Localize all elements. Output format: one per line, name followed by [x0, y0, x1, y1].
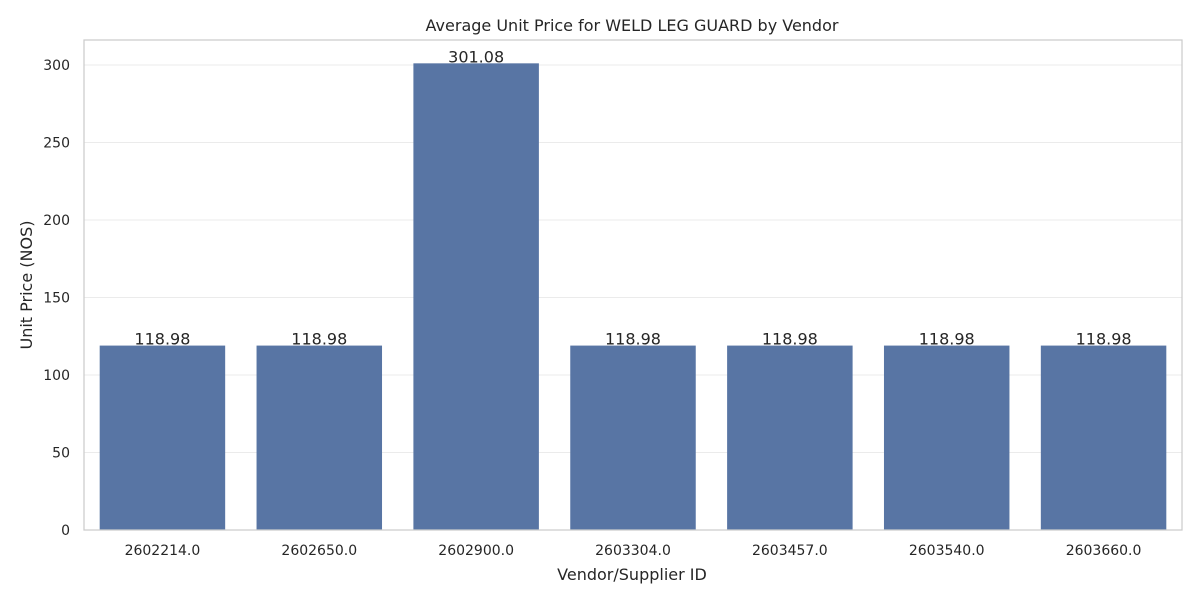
- data-label: 118.98: [134, 330, 190, 349]
- y-tick-label: 100: [43, 368, 70, 384]
- data-label: 118.98: [291, 330, 347, 349]
- chart-title: Average Unit Price for WELD LEG GUARD by…: [426, 16, 839, 35]
- bar: [570, 345, 696, 530]
- data-label: 118.98: [919, 330, 975, 349]
- y-tick-label: 200: [43, 213, 70, 229]
- data-label: 118.98: [1076, 330, 1132, 349]
- y-tick-label: 250: [43, 136, 70, 152]
- x-tick-label: 2603540.0: [909, 543, 985, 559]
- data-labels: 118.98 118.98 301.08 118.98 118.98 118.98 118.…: [134, 47, 1131, 348]
- x-tick-label: 2602650.0: [281, 543, 357, 559]
- y-tick-label: 50: [52, 446, 70, 462]
- x-tick-label: 2603457.0: [752, 543, 828, 559]
- data-label: 301.08: [448, 47, 504, 66]
- data-label: 118.98: [605, 330, 661, 349]
- bar: [883, 345, 1010, 530]
- x-tick-label: 2602900.0: [438, 543, 514, 559]
- x-tick-label: 2603660.0: [1066, 543, 1142, 559]
- y-tick-label: 150: [43, 291, 70, 307]
- y-tick-labels: 0 50 100 150 200 250 300: [43, 58, 70, 539]
- x-tick-label: 2602214.0: [125, 543, 201, 559]
- x-axis-label: Vendor/Supplier ID: [557, 565, 707, 584]
- bar: [1040, 345, 1167, 530]
- x-tick-labels: 2602214.0 2602650.0 2602900.0 2603304.0 2603…: [125, 543, 1142, 559]
- y-tick-label: 0: [61, 523, 70, 539]
- bar: [727, 345, 853, 530]
- bar: [99, 345, 226, 530]
- x-tick-label: 2603304.0: [595, 543, 671, 559]
- y-tick-label: 300: [43, 58, 70, 74]
- bar: [256, 345, 383, 530]
- plot-frame: [83, 39, 1183, 531]
- data-label: 118.98: [762, 330, 818, 349]
- y-axis-label: Unit Price (NOS): [17, 221, 36, 350]
- bar: [413, 63, 539, 530]
- bars: [99, 63, 1167, 530]
